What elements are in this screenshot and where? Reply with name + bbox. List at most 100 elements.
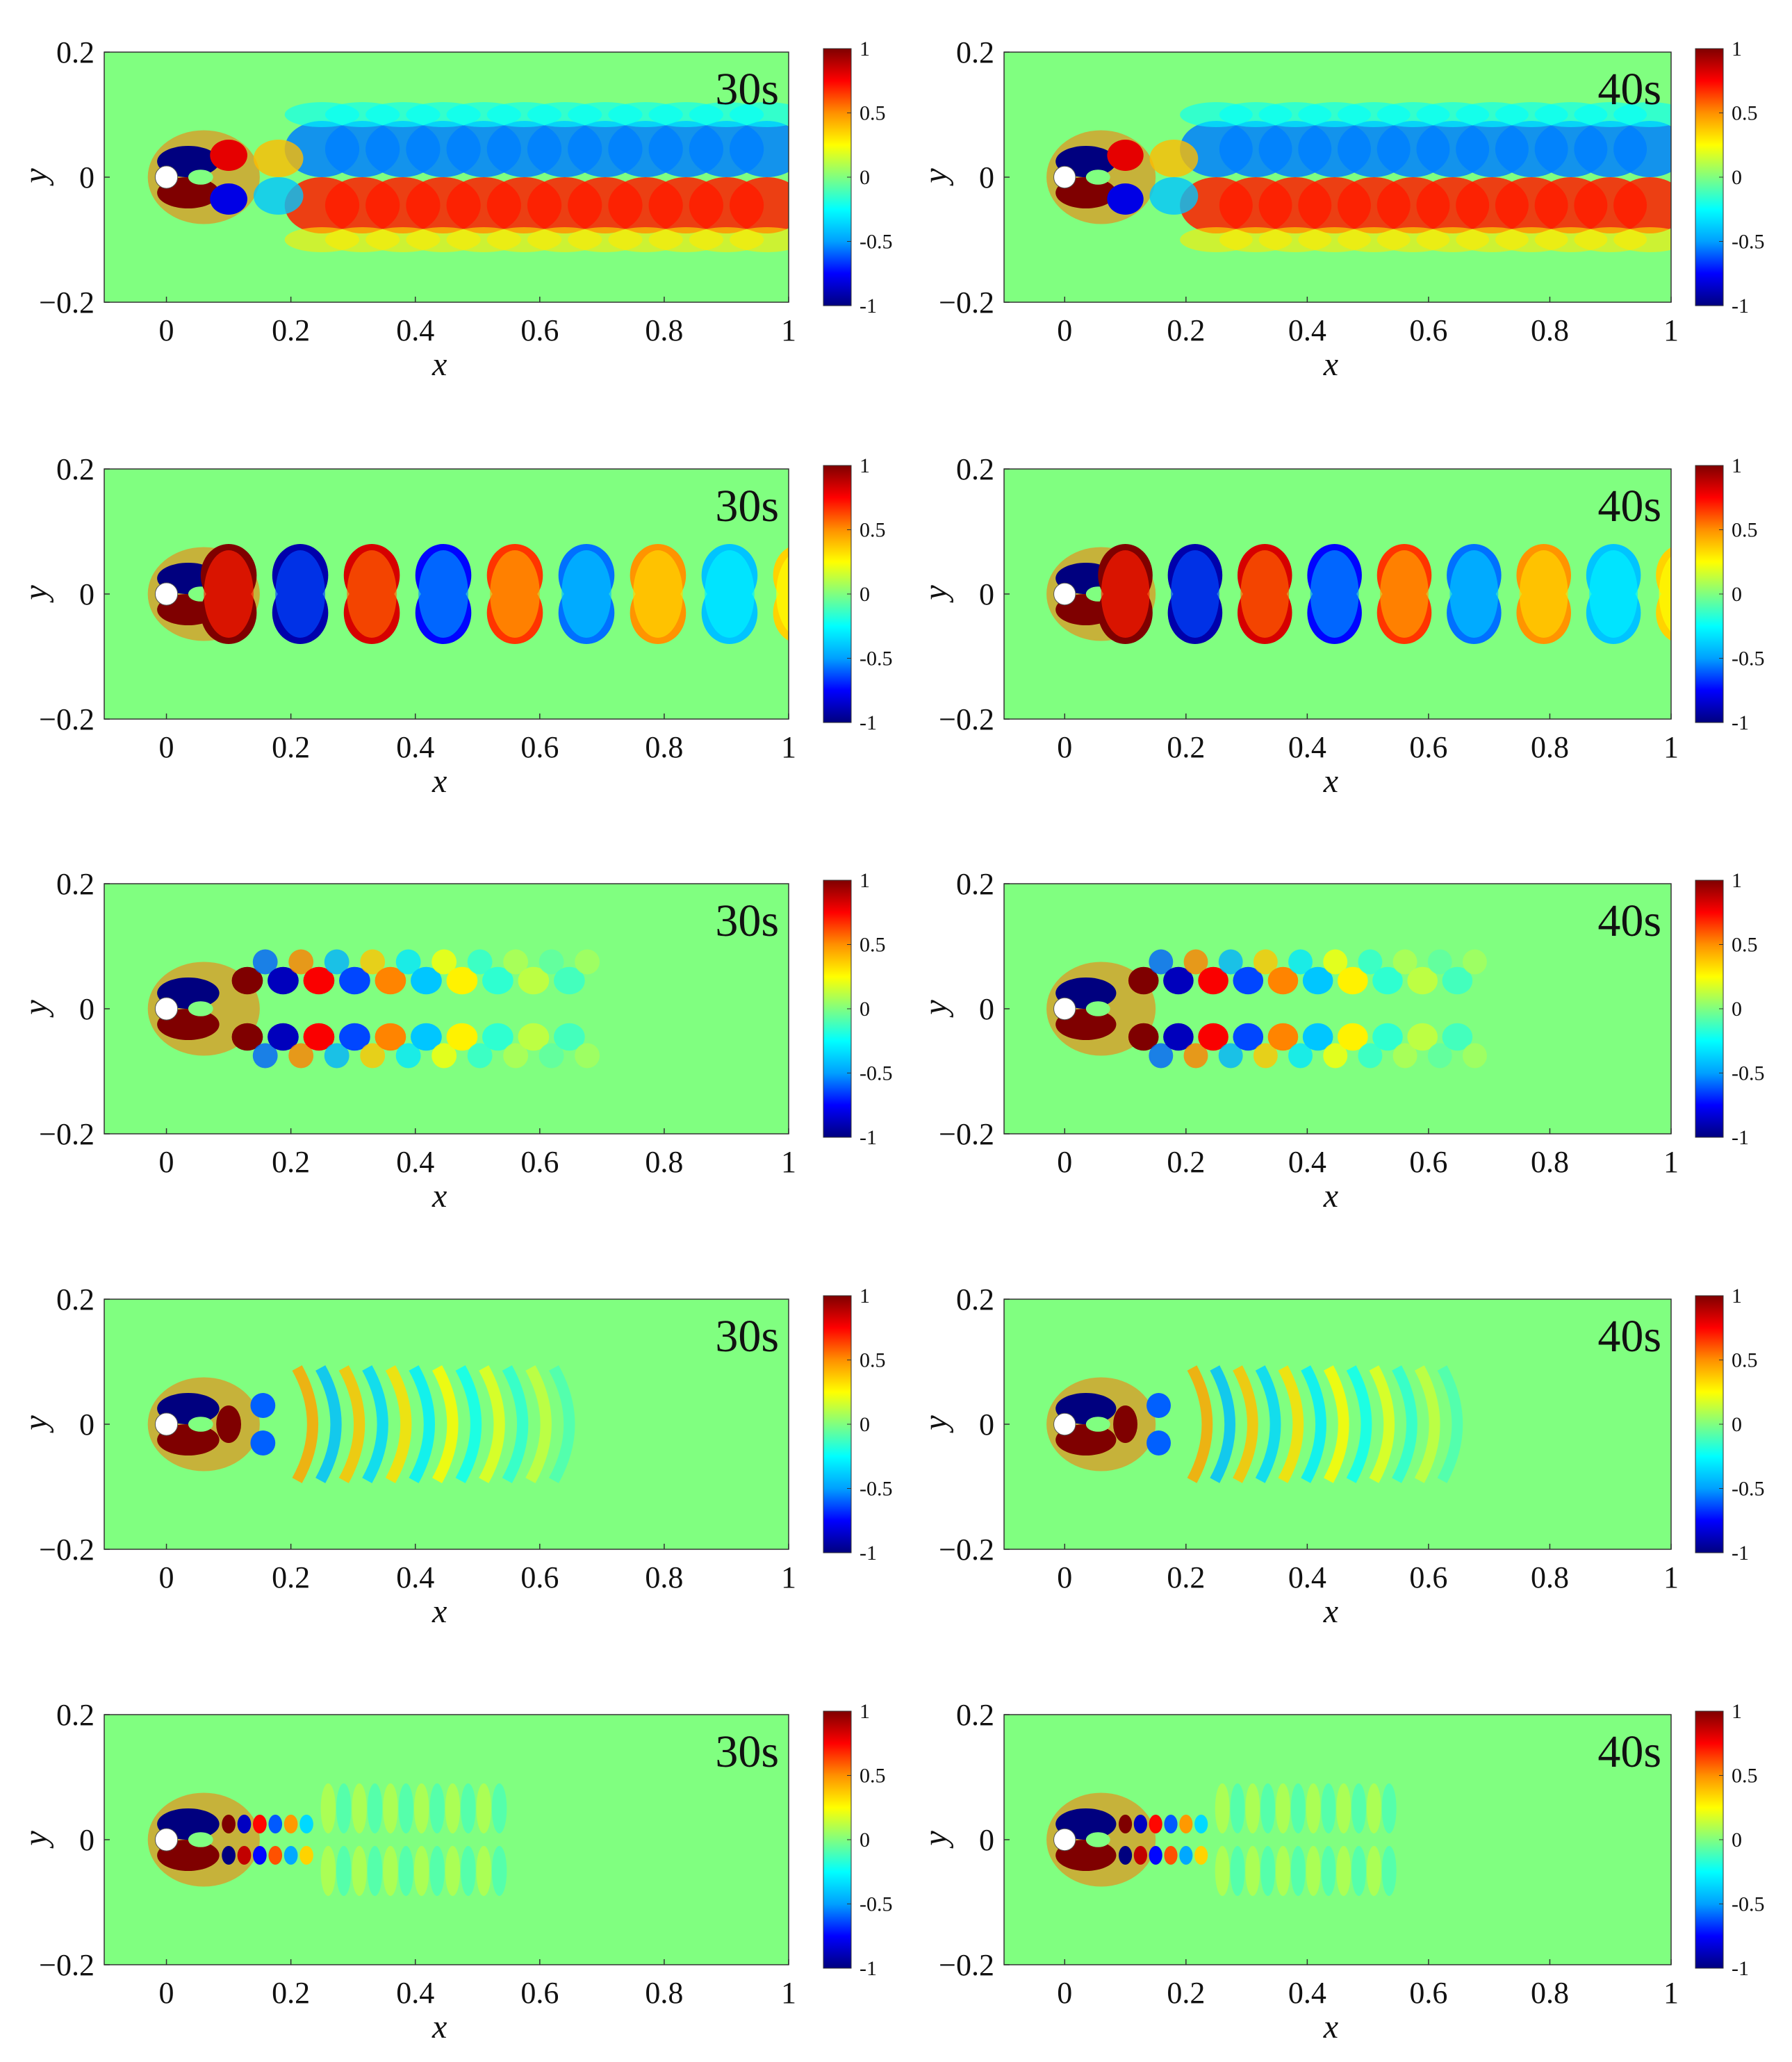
colorbar-tick-label: -0.5 xyxy=(1732,231,1765,254)
wave-arc xyxy=(338,1365,365,1483)
wave-arc xyxy=(1290,1846,1306,1896)
wave-arc xyxy=(1245,1846,1260,1896)
wave-arc xyxy=(1233,1365,1258,1483)
time-label: 30s xyxy=(715,64,779,115)
shear-gap xyxy=(188,1417,213,1432)
vortex xyxy=(360,949,386,975)
vortex-blob xyxy=(253,140,304,177)
colorbar-tick-label: -1 xyxy=(860,295,877,317)
colorbar-tick-label: 0 xyxy=(1732,166,1742,189)
wave-arc xyxy=(1210,1365,1235,1483)
colorbar xyxy=(1695,465,1724,723)
vortex xyxy=(518,1023,550,1051)
x-tick-label: 0.2 xyxy=(1167,730,1205,764)
x-tick-label: 0.2 xyxy=(272,313,310,347)
x-tick-label: 0.4 xyxy=(396,313,434,347)
wave-arc xyxy=(1381,1783,1397,1833)
wake-band-lower xyxy=(1613,177,1671,233)
colorbar-tick-label: -1 xyxy=(1732,1126,1749,1149)
vortex xyxy=(231,1023,263,1051)
vortex xyxy=(303,966,335,995)
wave-arc xyxy=(413,1783,429,1833)
panel-2-40s: 0 0.2 0.4 0.6 0.8 1 0.2 0 −0.2 x y 40s 1 0.5 0 -0.5 -1 xyxy=(917,452,1765,800)
wave-arc xyxy=(367,1783,383,1833)
wave-arc xyxy=(1245,1783,1260,1833)
wave-arc xyxy=(1369,1365,1395,1483)
x-tick-label: 0.4 xyxy=(396,1145,434,1179)
time-label: 40s xyxy=(1597,1311,1661,1362)
x-tick-label: 0.8 xyxy=(1531,1145,1569,1179)
colorbar xyxy=(1695,1295,1724,1553)
wave-arc xyxy=(461,1846,476,1896)
colorbar-tick-label: 1 xyxy=(860,1285,870,1308)
x-tick-label: 0.4 xyxy=(1288,1145,1326,1179)
vortex-halo xyxy=(633,550,683,638)
y-axis-label: y xyxy=(17,168,54,187)
wave-arc xyxy=(320,1783,336,1833)
x-axis-label: x xyxy=(1323,1178,1338,1214)
colorbar-tick-label: 0.5 xyxy=(1732,102,1758,125)
y-tick-label: −0.2 xyxy=(939,286,994,320)
vortex xyxy=(503,949,529,975)
vortex-halo xyxy=(1101,550,1150,638)
vortex xyxy=(539,1043,564,1069)
x-tick-label: 0.6 xyxy=(1409,1145,1447,1179)
vortex-halo xyxy=(1240,550,1290,638)
colorbar-tick-label: 0.5 xyxy=(1732,1765,1758,1788)
colorbar-tick-label: 0 xyxy=(1732,1413,1742,1436)
vorticity-field xyxy=(1004,884,1671,1134)
y-tick-label: 0.2 xyxy=(956,1282,994,1317)
vortex-halo xyxy=(1310,550,1359,638)
y-tick-label: −0.2 xyxy=(939,1117,994,1151)
x-tick-label: 0.2 xyxy=(272,1145,310,1179)
vortex xyxy=(503,1043,529,1069)
y-tick-label: 0.2 xyxy=(56,452,94,486)
vortex xyxy=(1427,1043,1452,1069)
time-label: 30s xyxy=(715,1726,779,1777)
vortex xyxy=(1146,1430,1171,1455)
wave-arc xyxy=(1290,1783,1306,1833)
y-tick-label: 0 xyxy=(979,577,994,611)
x-tick-label: 0.2 xyxy=(1167,313,1205,347)
x-tick-label: 0.4 xyxy=(1288,313,1326,347)
vortex xyxy=(395,949,421,975)
vortex-halo xyxy=(705,550,755,638)
vortex xyxy=(1163,966,1194,995)
x-tick-label: 1 xyxy=(1663,1560,1679,1594)
vortex-halo xyxy=(1380,550,1429,638)
vortex xyxy=(1149,1043,1174,1069)
vortex xyxy=(1323,949,1348,975)
vortex xyxy=(1163,1023,1194,1051)
colorbar-tick-label: 0.5 xyxy=(860,1765,886,1788)
x-tick-label: 0.2 xyxy=(1167,1560,1205,1594)
y-tick-label: 0 xyxy=(979,1408,994,1442)
vortex xyxy=(1253,1043,1278,1069)
vortex xyxy=(446,1023,478,1051)
x-tick-label: 0.2 xyxy=(1167,1976,1205,2010)
shear-gap xyxy=(1085,1001,1110,1016)
y-tick-label: −0.2 xyxy=(939,702,994,736)
vortex xyxy=(237,1846,252,1865)
colorbar xyxy=(1695,880,1724,1138)
wave-arc xyxy=(455,1365,482,1483)
vortex-halo xyxy=(1519,550,1568,638)
cylinder xyxy=(1053,165,1076,189)
vortex xyxy=(1323,1043,1348,1069)
colorbar xyxy=(823,465,852,723)
y-tick-label: 0 xyxy=(979,1823,994,1857)
vortex xyxy=(482,1023,513,1051)
vortex xyxy=(1392,1043,1417,1069)
colorbar-tick-label: -1 xyxy=(860,1542,877,1565)
wave-arc xyxy=(1321,1783,1336,1833)
colorbar-tick-label: 0 xyxy=(1732,998,1742,1021)
wave-arc xyxy=(352,1846,367,1896)
wave-arc xyxy=(1392,1365,1417,1483)
vortex xyxy=(1267,1023,1299,1051)
panel-3-40s: 0 0.2 0.4 0.6 0.8 1 0.2 0 −0.2 x y 40s 1 0.5 0 -0.5 -1 xyxy=(917,867,1765,1214)
x-tick-label: 0.4 xyxy=(396,1976,434,2010)
vortex xyxy=(283,1815,298,1833)
x-tick-label: 0 xyxy=(159,730,174,764)
vortex xyxy=(252,1043,278,1069)
vortex xyxy=(1288,1043,1313,1069)
shear-gap xyxy=(188,170,213,185)
